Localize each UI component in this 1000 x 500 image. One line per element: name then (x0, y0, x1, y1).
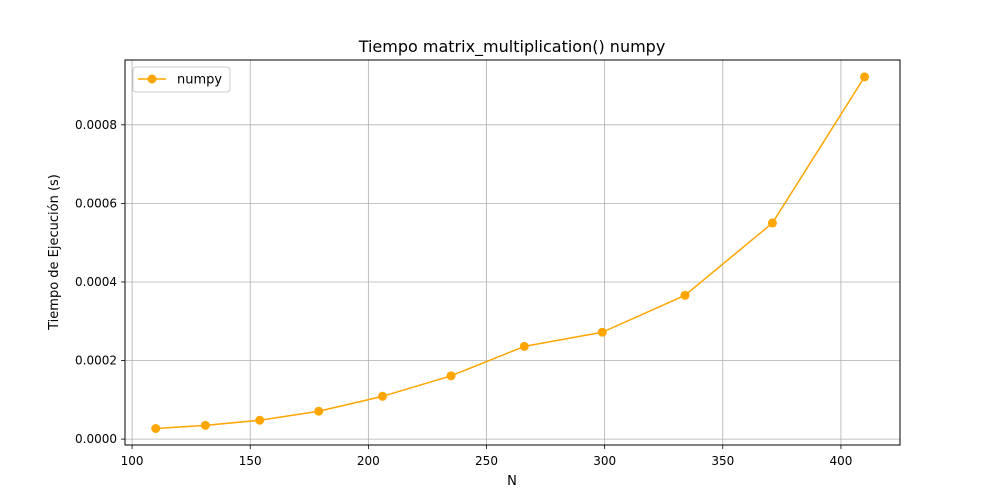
x-tick-label: 300 (593, 454, 616, 468)
data-point (519, 341, 529, 351)
grid-lines (125, 60, 900, 445)
data-point (446, 371, 456, 381)
x-tick-label: 350 (711, 454, 734, 468)
data-point (860, 72, 870, 82)
x-tick-label: 250 (475, 454, 498, 468)
x-tick-label: 150 (239, 454, 262, 468)
y-axis-label: Tiempo de Ejecución (s) (47, 174, 62, 331)
chart-title: Tiempo matrix_multiplication() numpy (358, 37, 666, 57)
data-point (378, 391, 388, 401)
data-point (151, 424, 161, 433)
x-axis-label: N (507, 474, 517, 489)
y-tick-label: 0.0004 (75, 275, 117, 289)
plot-frame (124, 59, 901, 446)
data-point (314, 406, 324, 416)
x-axis-ticks: 100 150 200 250 300 350 400 (121, 445, 852, 468)
legend: numpy (132, 66, 231, 93)
legend-marker-numpy (147, 74, 157, 84)
legend-box (132, 66, 231, 93)
x-tick-label: 100 (121, 454, 144, 468)
y-tick-label: 0.0008 (75, 118, 117, 132)
data-point (767, 218, 777, 228)
x-tick-label: 400 (829, 454, 852, 468)
x-tick-label: 200 (357, 454, 380, 468)
data-point (200, 420, 210, 430)
data-point (680, 290, 690, 300)
series-layer (151, 72, 870, 433)
data-point (255, 415, 265, 425)
data-point (597, 327, 607, 337)
y-axis-ticks: 0.0000 0.0002 0.0004 0.0006 0.0008 (75, 118, 125, 446)
y-tick-label: 0.0002 (75, 354, 117, 368)
legend-label-numpy: numpy (177, 73, 222, 88)
y-tick-label: 0.0000 (75, 432, 117, 446)
y-tick-label: 0.0006 (75, 196, 117, 210)
